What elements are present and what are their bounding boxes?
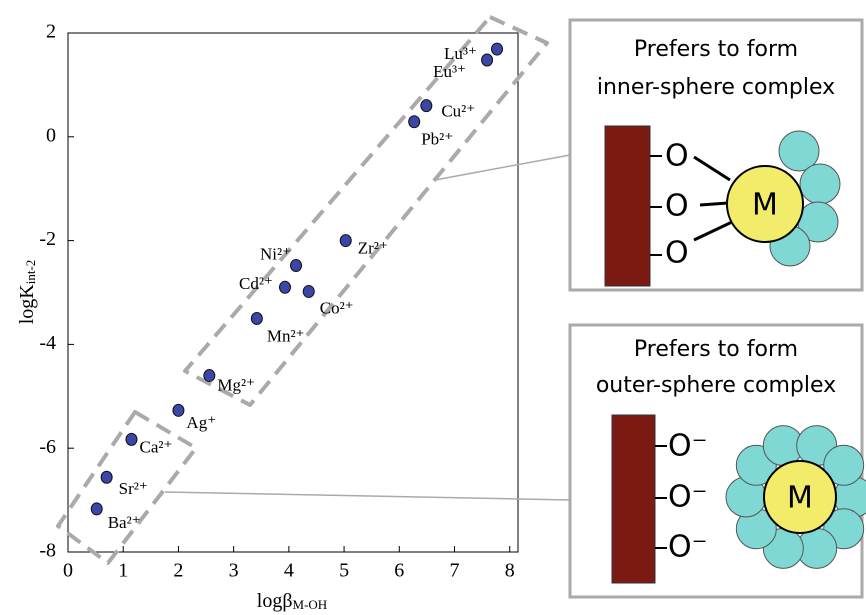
- x-tick-label: 7: [450, 560, 460, 582]
- y-tick-label: -6: [39, 436, 56, 458]
- panel-title: inner-sphere complex: [597, 75, 835, 100]
- point-label: Lu³⁺: [444, 44, 477, 63]
- point: [339, 234, 352, 248]
- metal-label: M: [787, 481, 813, 516]
- panel-title: outer-sphere complex: [596, 373, 836, 398]
- water: [799, 163, 841, 205]
- point: [278, 280, 291, 294]
- point-label: Cd²⁺: [239, 274, 273, 293]
- connector: [434, 154, 571, 181]
- surface: [611, 414, 656, 584]
- ligand: O: [665, 236, 689, 271]
- point: [90, 502, 103, 516]
- bond: [699, 201, 729, 207]
- water: [778, 130, 820, 172]
- plot-frame: [67, 32, 519, 553]
- x-axis-label: logβM-OH: [257, 590, 327, 612]
- group-box: [183, 15, 549, 407]
- x-tick-label: 3: [229, 560, 239, 582]
- y-tick-label: -8: [39, 540, 56, 562]
- water: [823, 444, 865, 486]
- metal: [726, 165, 804, 243]
- y-axis-label: logKint-2: [16, 260, 38, 325]
- point-label: Cu²⁺: [441, 102, 475, 121]
- water-shell: [725, 425, 866, 569]
- point-label: Mg²⁺: [217, 375, 255, 394]
- y-tick-label: -4: [39, 332, 56, 354]
- x-label-main: logβ: [257, 590, 293, 612]
- point: [408, 115, 421, 129]
- x-tick-label: 5: [339, 560, 349, 582]
- point: [125, 432, 138, 446]
- point: [290, 259, 303, 273]
- point-label: Ag⁺: [186, 413, 216, 432]
- x-tick-label: 4: [284, 560, 294, 582]
- y-tick-label: -2: [39, 228, 56, 250]
- point-label: Sr²⁺: [119, 479, 148, 498]
- point-label: Zr²⁺: [358, 239, 388, 258]
- y-label-sub: int-2: [23, 260, 38, 285]
- outer-sphere-panel: Prefers to form outer-sphere complex M O…: [568, 323, 866, 599]
- point: [491, 42, 504, 56]
- point-label: Ni²⁺: [260, 244, 291, 263]
- panel-title: Prefers to form: [634, 37, 798, 62]
- point-label: Ca²⁺: [139, 437, 172, 456]
- ligand: O: [665, 189, 689, 224]
- y-label-main: logK: [16, 284, 38, 325]
- metal: [763, 460, 837, 534]
- point: [302, 284, 315, 298]
- x-label-sub: M-OH: [293, 597, 328, 612]
- x-tick-label: 8: [505, 560, 515, 582]
- ligand: O⁻: [668, 429, 707, 464]
- point: [100, 470, 113, 484]
- point: [481, 53, 494, 67]
- point: [203, 369, 216, 383]
- point-label: Mn²⁺: [267, 326, 305, 345]
- ligand: O: [665, 139, 689, 174]
- x-tick-label: 1: [118, 560, 128, 582]
- point-label: Ba²⁺: [108, 513, 141, 532]
- ligand: O⁻: [668, 530, 707, 565]
- point-label: Co²⁺: [320, 298, 354, 317]
- connector: [164, 491, 571, 501]
- x-tick-label: 2: [173, 560, 183, 582]
- inner-sphere-panel: Prefers to form inner-sphere complex M O…: [568, 18, 864, 292]
- panel-title: Prefers to form: [634, 337, 798, 362]
- metal-label: M: [752, 188, 778, 223]
- point-label: Pb²⁺: [421, 130, 453, 149]
- bond: [693, 220, 733, 242]
- y-tick-label: 0: [46, 124, 56, 146]
- point: [420, 99, 433, 113]
- point: [172, 403, 185, 417]
- group-box: [56, 410, 198, 565]
- bond: [693, 155, 731, 182]
- x-tick-label: 6: [394, 560, 404, 582]
- ligand: O⁻: [668, 480, 707, 515]
- point-label: Eu³⁺: [433, 62, 466, 81]
- surface: [604, 125, 651, 287]
- y-tick-label: 2: [46, 21, 56, 43]
- point: [250, 311, 263, 325]
- x-tick-label: 0: [63, 560, 73, 582]
